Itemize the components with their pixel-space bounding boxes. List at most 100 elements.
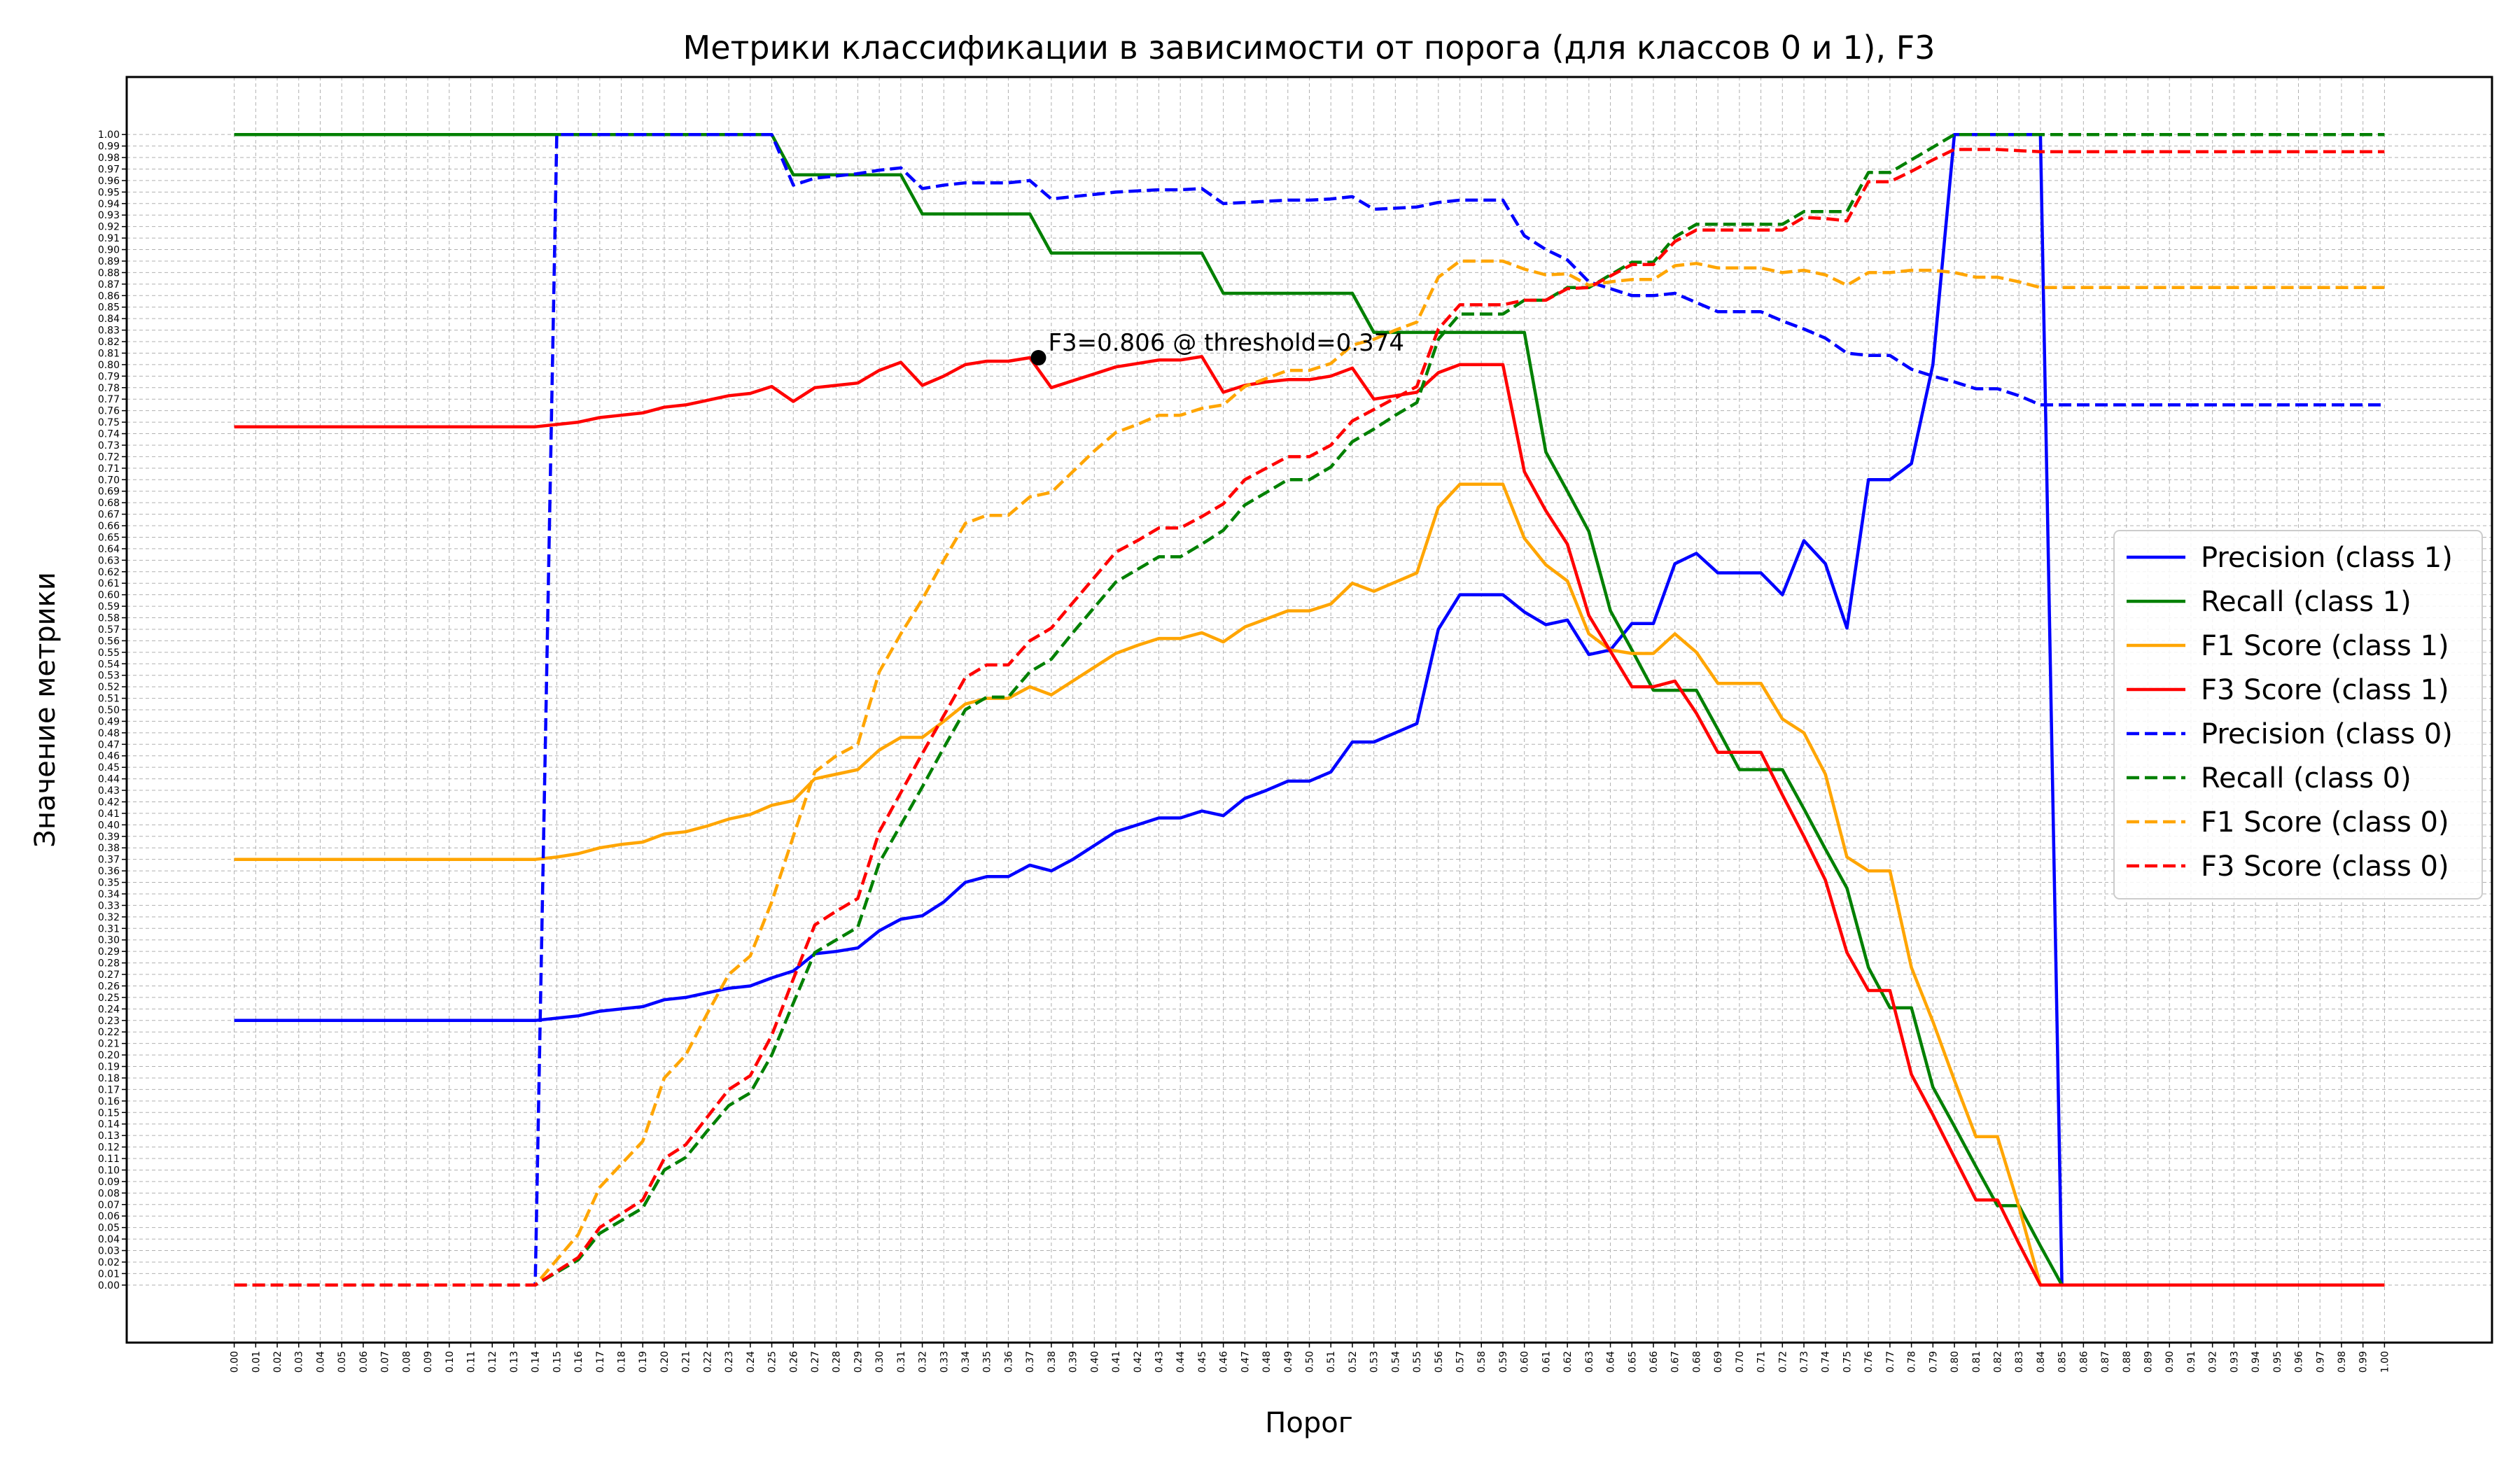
- y-tick-label: 0.73: [98, 440, 120, 451]
- y-tick-label: 0.24: [98, 1004, 120, 1015]
- legend-label: Precision (class 0): [2201, 718, 2453, 750]
- x-tick-label: 0.42: [1133, 1351, 1144, 1373]
- y-tick-label: 0.76: [98, 406, 120, 417]
- x-tick-label: 0.02: [272, 1351, 284, 1373]
- x-tick-label: 0.76: [1863, 1351, 1875, 1373]
- y-tick-label: 0.55: [98, 648, 120, 659]
- y-tick-label: 0.47: [98, 739, 120, 750]
- x-tick-label: 0.06: [358, 1351, 370, 1373]
- x-tick-label: 0.62: [1562, 1351, 1574, 1373]
- y-tick-label: 0.42: [98, 797, 120, 808]
- y-tick-label: 0.63: [98, 555, 120, 566]
- x-tick-label: 0.20: [659, 1351, 671, 1373]
- y-tick-label: 0.33: [98, 900, 120, 911]
- x-tick-label: 0.28: [832, 1351, 843, 1373]
- x-tick-label: 0.08: [401, 1351, 412, 1373]
- y-tick-label: 0.77: [98, 394, 120, 405]
- y-tick-label: 0.89: [98, 256, 120, 267]
- x-tick-label: 0.10: [444, 1351, 456, 1373]
- y-tick-label: 0.40: [98, 820, 120, 831]
- y-tick-label: 0.82: [98, 337, 120, 348]
- y-tick-label: 0.94: [98, 199, 120, 210]
- y-tick-label: 0.96: [98, 176, 120, 187]
- y-tick-label: 0.06: [98, 1211, 120, 1222]
- y-tick-label: 0.54: [98, 659, 120, 670]
- x-tick-label: 0.43: [1154, 1351, 1165, 1373]
- y-tick-label: 0.65: [98, 532, 120, 543]
- x-tick-label: 0.41: [1111, 1351, 1122, 1373]
- y-tick-label: 0.19: [98, 1062, 120, 1073]
- y-tick-label: 0.05: [98, 1223, 120, 1234]
- x-tick-label: 0.00: [230, 1351, 241, 1373]
- x-tick-label: 0.98: [2337, 1351, 2348, 1373]
- x-tick-label: 0.50: [1305, 1351, 1316, 1373]
- y-tick-label: 0.72: [98, 451, 120, 463]
- y-tick-label: 0.88: [98, 267, 120, 279]
- y-tick-label: 0.93: [98, 210, 120, 221]
- y-tick-label: 0.44: [98, 774, 120, 785]
- x-tick-label: 0.15: [552, 1351, 563, 1373]
- x-tick-label: 0.72: [1777, 1351, 1788, 1373]
- y-tick-label: 0.09: [98, 1177, 120, 1188]
- x-tick-label: 0.58: [1476, 1351, 1488, 1373]
- y-tick-label: 0.79: [98, 371, 120, 382]
- y-tick-label: 0.21: [98, 1039, 120, 1050]
- x-axis-label: Порог: [1265, 1407, 1352, 1439]
- x-tick-label: 0.80: [1949, 1351, 1961, 1373]
- y-tick-label: 0.99: [98, 141, 120, 153]
- x-tick-label: 0.86: [2078, 1351, 2090, 1373]
- y-tick-label: 0.31: [98, 923, 120, 934]
- y-tick-label: 0.97: [98, 164, 120, 175]
- annotation: F3=0.806 @ threshold=0.374: [1030, 329, 1404, 366]
- y-tick-label: 0.52: [98, 682, 120, 693]
- y-tick-label: 0.69: [98, 486, 120, 498]
- y-tick-label: 0.84: [98, 314, 120, 325]
- y-tick-label: 0.01: [98, 1268, 120, 1280]
- y-tick-label: 0.23: [98, 1016, 120, 1027]
- y-tick-label: 0.43: [98, 785, 120, 797]
- x-tick-label: 0.40: [1089, 1351, 1100, 1373]
- y-tick-label: 0.68: [98, 498, 120, 509]
- x-tick-label: 0.22: [702, 1351, 713, 1373]
- y-tick-label: 0.74: [98, 429, 120, 440]
- series-line-2: [234, 482, 2385, 1287]
- y-tick-label: 0.48: [98, 728, 120, 739]
- y-tick-label: 0.61: [98, 578, 120, 589]
- x-tick-label: 0.89: [2143, 1351, 2155, 1373]
- x-tick-label: 0.46: [1219, 1351, 1230, 1373]
- y-tick-label: 0.98: [98, 153, 120, 164]
- y-tick-label: 0.50: [98, 705, 120, 716]
- series-line-7: [234, 148, 2385, 1287]
- x-tick-label: 0.13: [509, 1351, 520, 1373]
- x-tick-label: 0.74: [1821, 1351, 1832, 1373]
- x-tick-label: 0.94: [2250, 1351, 2262, 1373]
- y-tick-label: 0.28: [98, 958, 120, 969]
- y-tick-label: 0.36: [98, 866, 120, 877]
- series-line-1: [234, 132, 2385, 1287]
- x-tick-label: 0.51: [1326, 1351, 1337, 1373]
- y-tick-label: 0.00: [98, 1280, 120, 1292]
- x-tick-label: 0.35: [982, 1351, 993, 1373]
- x-tick-label: 0.93: [2229, 1351, 2240, 1373]
- y-tick-label: 0.30: [98, 935, 120, 946]
- y-tick-label: 0.57: [98, 624, 120, 636]
- x-tick-label: 0.84: [2036, 1351, 2047, 1373]
- x-tick-label: 0.24: [746, 1351, 757, 1373]
- y-tick-label: 0.85: [98, 302, 120, 314]
- y-tick-label: 0.25: [98, 993, 120, 1004]
- y-tick-label: 0.34: [98, 889, 120, 900]
- grid: [127, 77, 2492, 1343]
- y-tick-label: 0.22: [98, 1027, 120, 1038]
- annotation-marker: [1030, 350, 1046, 366]
- series-line-4: [234, 132, 2385, 1287]
- x-tick-label: 0.70: [1735, 1351, 1746, 1373]
- y-tick-label: 0.78: [98, 383, 120, 394]
- x-tick-label: 0.85: [2057, 1351, 2068, 1373]
- x-tick-label: 0.66: [1648, 1351, 1660, 1373]
- x-tick-label: 0.30: [874, 1351, 886, 1373]
- legend-label: F3 Score (class 0): [2201, 850, 2449, 883]
- y-tick-label: 0.03: [98, 1246, 120, 1257]
- x-tick-label: 0.31: [896, 1351, 907, 1373]
- y-tick-label: 0.38: [98, 843, 120, 854]
